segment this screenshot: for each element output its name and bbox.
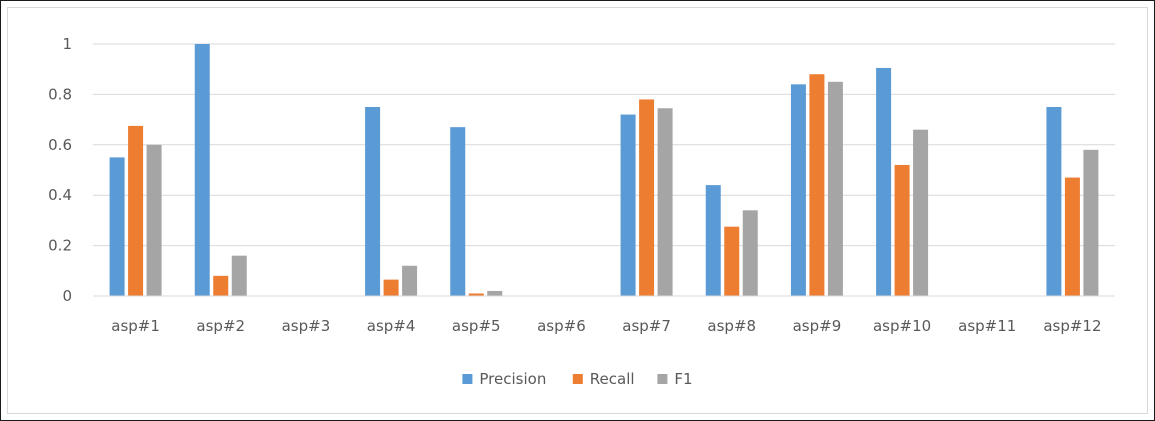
bar-recall-asp#2	[213, 275, 229, 296]
bar-f1-asp#10	[913, 129, 929, 296]
bar-f1-asp#2	[231, 255, 247, 296]
y-tick-label: 0	[62, 287, 72, 305]
bar-f1-asp#7	[657, 108, 673, 296]
legend-swatch-recall	[572, 374, 583, 384]
bar-precision-asp#5	[450, 127, 466, 296]
x-tick-label: asp#11	[958, 317, 1016, 335]
y-tick-label: 0.4	[48, 186, 72, 204]
x-tick-label: asp#4	[367, 317, 416, 335]
x-axis-ticks: asp#1 asp#2 asp#3 asp#4 asp#5 asp#6 asp#7 asp#8…	[111, 317, 1101, 335]
bar-recall-asp#4	[383, 279, 399, 296]
x-tick-label: asp#3	[282, 317, 331, 335]
x-tick-label: asp#2	[196, 317, 245, 335]
bar-f1-asp#4	[402, 265, 418, 296]
legend: Precision Recall F1	[462, 370, 693, 388]
x-tick-label: asp#12	[1043, 317, 1101, 335]
bar-recall-asp#9	[809, 74, 825, 297]
legend-label-f1: F1	[674, 370, 692, 388]
y-tick-label: 0.6	[48, 136, 72, 154]
x-tick-label: asp#1	[111, 317, 160, 335]
bar-f1-asp#8	[742, 210, 758, 296]
x-tick-label: asp#5	[452, 317, 501, 335]
bar-f1-asp#12	[1083, 149, 1099, 296]
bars	[109, 44, 1099, 297]
legend-swatch-precision	[462, 374, 473, 384]
bar-precision-asp#9	[790, 84, 806, 296]
x-tick-label: asp#10	[873, 317, 931, 335]
bar-precision-asp#10	[876, 67, 892, 296]
bar-recall-asp#7	[639, 99, 655, 296]
y-axis-ticks: 0 0.2 0.4 0.6 0.8 1	[48, 35, 72, 305]
x-tick-label: asp#8	[707, 317, 756, 335]
bar-recall-asp#5	[468, 293, 484, 296]
bar-recall-asp#12	[1064, 177, 1080, 296]
bar-precision-asp#8	[705, 185, 721, 296]
bar-f1-asp#1	[146, 144, 162, 296]
bar-f1-asp#5	[487, 290, 503, 296]
legend-swatch-f1	[657, 374, 668, 384]
x-tick-label: asp#6	[537, 317, 586, 335]
legend-label-recall: Recall	[590, 370, 635, 388]
x-tick-label: asp#9	[793, 317, 842, 335]
bar-recall-asp#1	[128, 125, 144, 297]
bar-precision-asp#12	[1046, 107, 1062, 296]
bar-precision-asp#1	[109, 157, 125, 296]
bar-f1-asp#9	[827, 81, 843, 296]
bar-precision-asp#4	[365, 107, 381, 296]
y-tick-label: 0.2	[48, 237, 72, 255]
gridlines	[93, 43, 1115, 247]
x-tick-label: asp#7	[622, 317, 671, 335]
legend-label-precision: Precision	[479, 370, 546, 388]
bar-recall-asp#10	[894, 164, 910, 296]
bar-recall-asp#8	[724, 226, 740, 296]
bar-precision-asp#7	[620, 114, 636, 296]
y-tick-label: 1	[62, 35, 72, 53]
bar-precision-asp#2	[194, 44, 210, 296]
y-tick-label: 0.8	[48, 85, 72, 103]
